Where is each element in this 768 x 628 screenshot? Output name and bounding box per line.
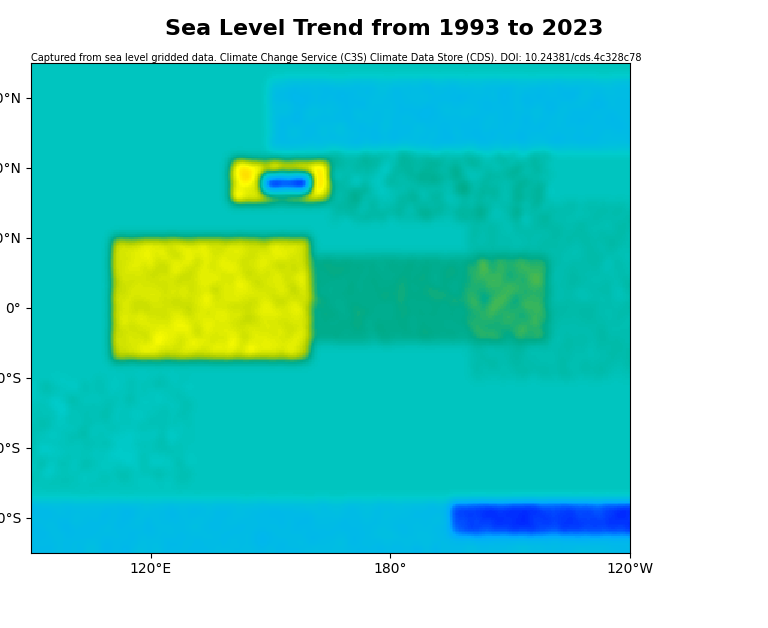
Text: Sea Level Trend from 1993 to 2023: Sea Level Trend from 1993 to 2023	[165, 19, 603, 39]
Text: Captured from sea level gridded data. Climate Change Service (C3S) Climate Data : Captured from sea level gridded data. Cl…	[31, 53, 641, 63]
